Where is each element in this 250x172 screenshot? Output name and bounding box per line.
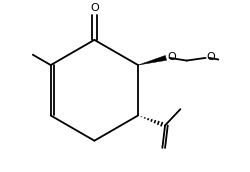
Text: O: O bbox=[167, 52, 176, 62]
Text: O: O bbox=[90, 3, 99, 13]
Polygon shape bbox=[138, 55, 166, 65]
Text: O: O bbox=[207, 52, 216, 62]
